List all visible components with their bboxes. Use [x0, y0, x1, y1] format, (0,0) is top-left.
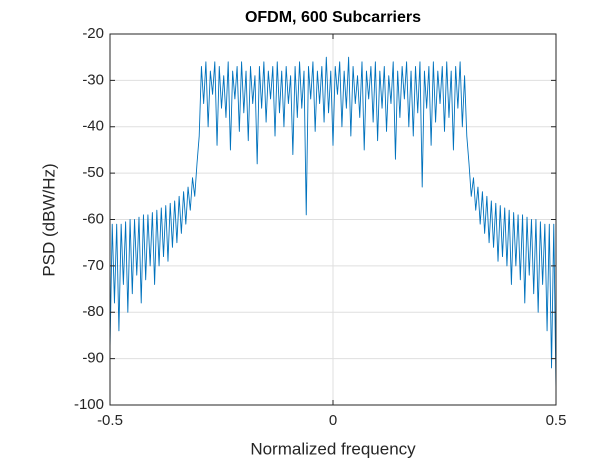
- y-axis-label: PSD (dBW/Hz): [39, 163, 58, 276]
- y-tick-label: -40: [82, 118, 104, 135]
- y-tick-label: -90: [82, 350, 104, 367]
- y-tick-label: -60: [82, 210, 104, 227]
- x-tick-label: 0: [329, 412, 337, 429]
- y-tick-label: -50: [82, 164, 104, 181]
- chart-title: OFDM, 600 Subcarriers: [245, 9, 421, 26]
- x-tick-label: -0.5: [97, 412, 123, 429]
- plot: [109, 56, 557, 392]
- x-axis-label: Normalized frequency: [250, 439, 416, 458]
- y-tick-label: -100: [74, 396, 104, 413]
- ticks: -100 -90 -80 -70 -60 -50 -40 -30 -20 -0.5 0 0.5: [74, 25, 566, 429]
- y-tick-label: -80: [82, 303, 104, 320]
- y-tick-label: -20: [82, 25, 104, 42]
- y-tick-label: -30: [82, 71, 104, 88]
- x-tick-label: 0.5: [546, 412, 567, 429]
- y-tick-label: -70: [82, 257, 104, 274]
- psd-line: [109, 56, 557, 392]
